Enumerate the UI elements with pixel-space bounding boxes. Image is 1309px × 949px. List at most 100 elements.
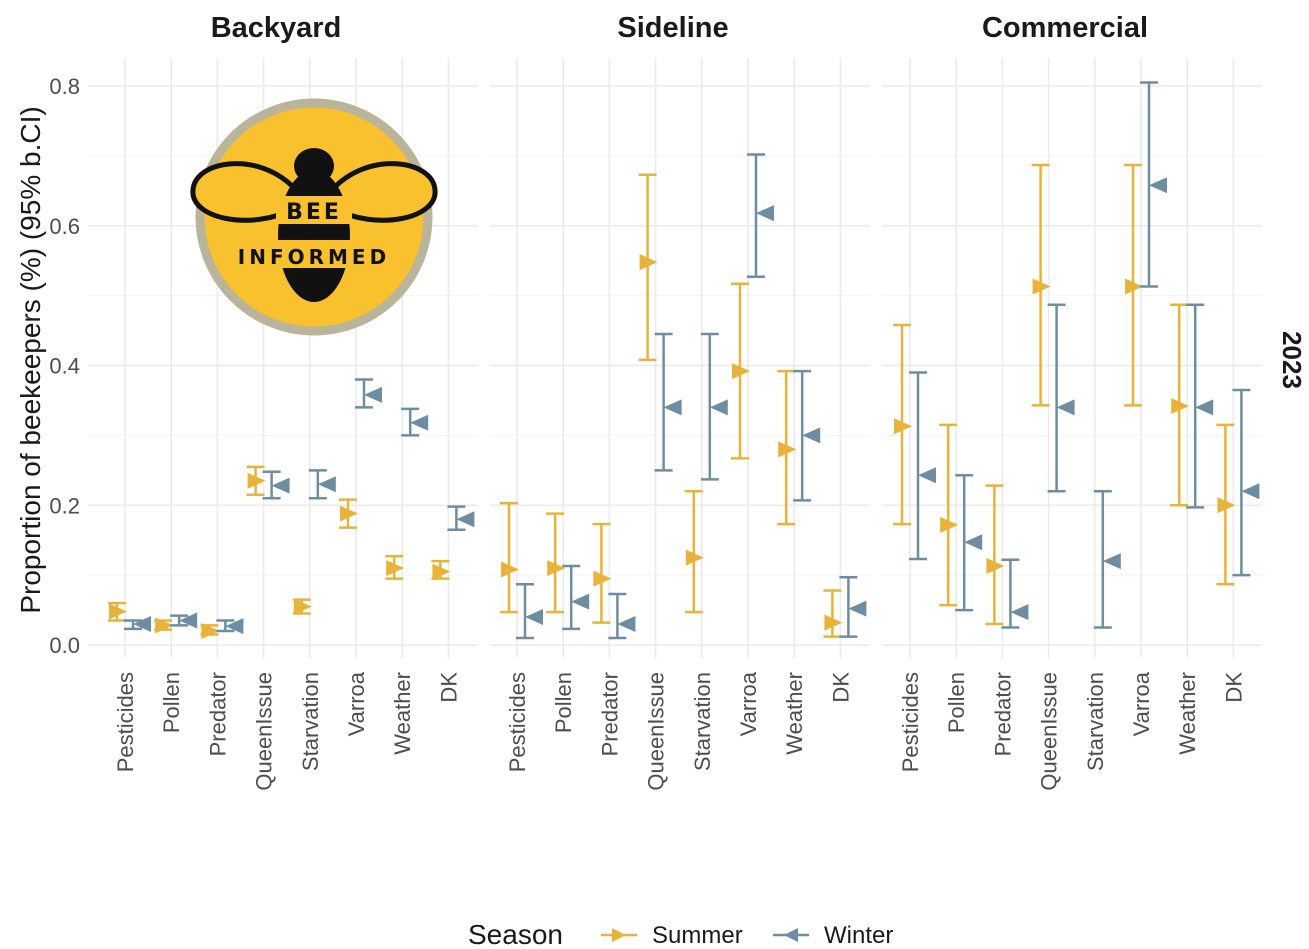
backyard-x-tick-pesticides: Pesticides [113, 672, 138, 772]
commercial-panel-title: Commercial [982, 12, 1148, 44]
sideline-x-tick-pesticides: Pesticides [505, 672, 530, 772]
commercial-summer-weather-marker [1171, 398, 1190, 415]
commercial-winter-varroa-marker [1149, 177, 1167, 194]
commercial-winter-varroa-point [1140, 81, 1167, 288]
sideline-x-tick-weather: Weather [782, 672, 807, 755]
left-wing-icon [190, 161, 299, 223]
backyard-winter-queenissue-marker [271, 477, 290, 494]
commercial-summer-dk-point [1216, 423, 1236, 586]
logo-line2: INFORMED [238, 245, 390, 269]
backyard-winter-pesticides-marker [133, 616, 151, 633]
backyard-x-tick-pollen: Pollen [159, 672, 184, 733]
sideline-winter-varroa-point [747, 153, 774, 279]
backyard-summer-dk-marker [432, 563, 451, 580]
sideline-summer-queenissue-point [638, 173, 658, 362]
commercial-x-tick-pesticides: Pesticides [898, 672, 923, 772]
backyard-summer-weather-point [385, 555, 405, 580]
row-strip-label: 2023 [1277, 331, 1307, 389]
backyard-winter-starvation-marker [317, 476, 336, 493]
sideline-winter-weather-marker [802, 427, 821, 444]
backyard-x-tick-predator: Predator [205, 672, 230, 756]
backyard-winter-starvation-point [308, 469, 336, 500]
backyard-winter-weather-point [401, 407, 429, 437]
legend-entry-winter: Winter [773, 922, 893, 949]
commercial-summer-queenissue-point [1031, 163, 1051, 407]
sideline-summer-predator-point [592, 522, 612, 624]
y-tick-0-2: 0.2 [49, 493, 80, 518]
sideline-x-tick-dk: DK [828, 672, 853, 703]
sideline-summer-pesticides-point [500, 501, 519, 614]
sideline-winter-predator-marker [617, 616, 636, 633]
bee-stripe-2 [276, 240, 352, 268]
sideline-summer-pesticides-marker [501, 561, 519, 578]
backyard-summer-varroa-marker [340, 505, 358, 522]
legend-swatch-summer-marker [612, 928, 626, 942]
sideline-winter-starvation-point [700, 332, 728, 481]
sideline-summer-starvation-marker [685, 549, 704, 566]
backyard-winter-pesticides-point [124, 616, 151, 633]
commercial-winter-starvation-point [1093, 490, 1121, 629]
commercial-summer-predator-point [985, 484, 1005, 626]
commercial-summer-pesticides-marker [894, 418, 912, 435]
backyard-x-tick-dk: DK [436, 672, 461, 703]
sideline-x-tick-pollen: Pollen [551, 672, 576, 733]
sideline-winter-varroa-marker [756, 205, 774, 222]
commercial-winter-pollen-point [955, 473, 983, 612]
commercial-summer-varroa-marker [1125, 278, 1143, 295]
backyard-summer-queenissue-point [246, 465, 266, 497]
commercial-x-tick-queenissue: QueenIssue [1037, 672, 1062, 791]
backyard-summer-dk-point [431, 559, 451, 580]
backyard-summer-predator-marker [201, 623, 220, 640]
commercial-x-tick-dk: DK [1221, 672, 1246, 703]
commercial-x-tick-predator: Predator [990, 672, 1015, 756]
backyard-x-tick-queenissue: QueenIssue [252, 672, 277, 791]
backyard-summer-weather-marker [386, 560, 405, 577]
backyard-winter-weather-marker [410, 414, 429, 431]
commercial-summer-varroa-point [1124, 163, 1143, 407]
sideline-winter-pesticides-marker [525, 609, 543, 626]
commercial-summer-predator-marker [986, 558, 1005, 575]
commercial-winter-predator-marker [1010, 604, 1029, 621]
sideline-winter-weather-point [793, 369, 821, 502]
legend-label-summer: Summer [652, 922, 743, 949]
y-tick-0-4: 0.4 [49, 354, 80, 379]
backyard-x-tick-varroa: Varroa [344, 671, 369, 736]
commercial-summer-pollen-point [939, 423, 959, 607]
backyard-winter-queenissue-point [262, 470, 290, 500]
legend-label-winter: Winter [824, 922, 893, 949]
commercial-summer-queenissue-marker [1032, 278, 1051, 295]
backyard-x-tick-starvation: Starvation [298, 672, 323, 771]
commercial-x-tick-starvation: Starvation [1083, 672, 1108, 771]
commercial-winter-pesticides-marker [918, 467, 936, 484]
backyard-winter-dk-point [447, 505, 475, 531]
sideline-summer-varroa-marker [732, 363, 750, 380]
backyard-winter-pollen-marker [179, 612, 198, 629]
commercial-winter-predator-point [1001, 558, 1029, 629]
commercial-x-tick-weather: Weather [1175, 672, 1200, 755]
legend-title: Season [468, 919, 563, 949]
backyard-winter-dk-marker [456, 511, 475, 528]
y-axis-label: Proportion of beekeepers (%) (95% b.CI) [15, 106, 46, 613]
sideline-x-tick-predator: Predator [597, 672, 622, 756]
sideline-x-tick-queenissue: QueenIssue [644, 672, 669, 791]
sideline-summer-weather-marker [778, 441, 797, 458]
sideline-summer-pollen-marker [547, 560, 566, 577]
commercial-winter-queenissue-point [1047, 303, 1075, 493]
bee-stripe-1 [276, 196, 352, 224]
backyard-summer-predator-point [200, 623, 220, 640]
sideline-winter-predator-point [608, 592, 636, 640]
backyard-winter-predator-point [216, 618, 244, 635]
commercial-winter-weather-point [1186, 303, 1214, 509]
y-tick-0-0: 0.0 [49, 633, 80, 658]
sideline-summer-pollen-point [546, 512, 566, 614]
marks-layer [108, 81, 1260, 640]
commercial-winter-pollen-marker [964, 534, 983, 551]
sideline-winter-pesticides-point [516, 582, 543, 640]
backyard-summer-pollen-point [154, 617, 174, 634]
legend-entry-summer: Summer [601, 922, 743, 949]
backyard-summer-starvation-point [292, 598, 312, 615]
y-tick-0-8: 0.8 [49, 74, 80, 99]
sideline-winter-pollen-point [562, 564, 590, 631]
sideline-summer-dk-marker [824, 614, 843, 631]
logo-line1: BEE [286, 200, 342, 225]
